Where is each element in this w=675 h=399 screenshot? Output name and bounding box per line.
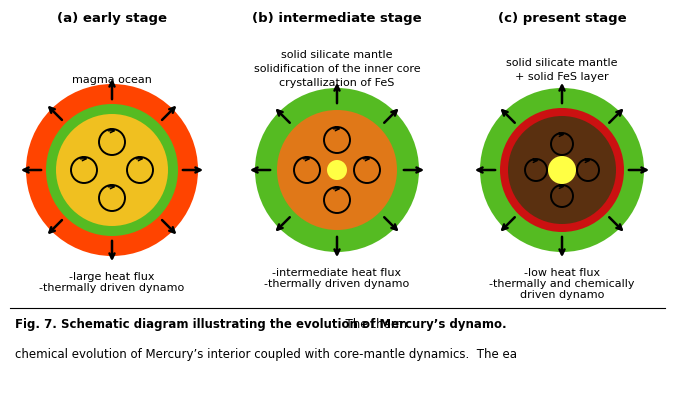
Circle shape	[46, 104, 178, 236]
Text: The therm: The therm	[338, 318, 406, 331]
Circle shape	[277, 110, 397, 230]
Text: (c) present stage: (c) present stage	[497, 12, 626, 25]
Text: -large heat flux: -large heat flux	[70, 272, 155, 282]
Text: chemical evolution of Mercury’s interior coupled with core-mantle dynamics.  The: chemical evolution of Mercury’s interior…	[15, 348, 517, 361]
Circle shape	[500, 108, 624, 232]
Circle shape	[255, 88, 419, 252]
Text: -low heat flux: -low heat flux	[524, 268, 600, 278]
Circle shape	[548, 156, 576, 184]
Text: solid silicate mantle
solidification of the inner core
crystallization of FeS: solid silicate mantle solidification of …	[254, 50, 421, 88]
Text: (b) intermediate stage: (b) intermediate stage	[252, 12, 422, 25]
Circle shape	[480, 88, 644, 252]
Circle shape	[508, 116, 616, 224]
Circle shape	[56, 114, 168, 226]
Text: -thermally and chemically: -thermally and chemically	[489, 279, 634, 289]
Text: -thermally driven dynamo: -thermally driven dynamo	[265, 279, 410, 289]
Text: -thermally driven dynamo: -thermally driven dynamo	[39, 283, 185, 293]
Text: (a) early stage: (a) early stage	[57, 12, 167, 25]
Text: -intermediate heat flux: -intermediate heat flux	[273, 268, 402, 278]
Text: magma ocean: magma ocean	[72, 75, 152, 85]
Circle shape	[327, 160, 347, 180]
Text: solid silicate mantle
+ solid FeS layer: solid silicate mantle + solid FeS layer	[506, 58, 618, 82]
Text: driven dynamo: driven dynamo	[520, 290, 604, 300]
Circle shape	[26, 84, 198, 256]
Text: Fig. 7. Schematic diagram illustrating the evolution of Mercury’s dynamo.: Fig. 7. Schematic diagram illustrating t…	[15, 318, 507, 331]
